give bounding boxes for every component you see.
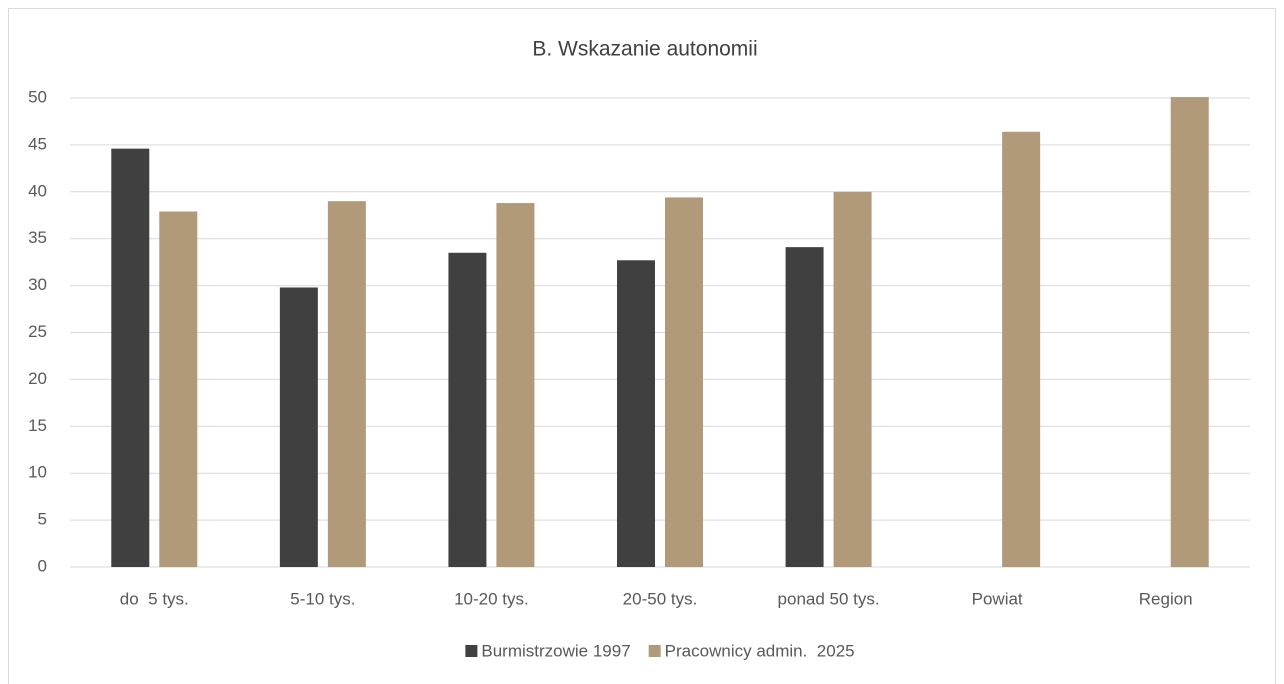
y-tick-label: 15: [28, 416, 47, 435]
bar: [665, 197, 703, 568]
y-tick-label: 20: [28, 369, 47, 388]
legend-label: Pracownicy admin. 2025: [665, 641, 855, 660]
bar: [785, 247, 824, 567]
bar: [448, 252, 487, 567]
y-tick-label: 35: [28, 228, 47, 247]
legend-swatch: [648, 645, 661, 657]
bar: [159, 211, 198, 568]
y-tick-label: 10: [28, 463, 47, 482]
x-tick-label: 10-20 tys.: [454, 589, 529, 608]
chart-title: B. Wskazanie autonomii: [532, 38, 757, 61]
bar: [833, 191, 872, 568]
bar: [1002, 131, 1041, 567]
y-tick-label: 25: [28, 322, 47, 341]
x-tick-label: Region: [1139, 589, 1193, 608]
x-tick-label: 5-10 tys.: [290, 589, 355, 608]
legend: Burmistrzowie 1997 Pracownicy admin. 2025: [465, 641, 855, 660]
y-tick-label: 0: [38, 556, 47, 575]
legend-swatch: [465, 645, 478, 657]
y-tick-label: 30: [28, 275, 47, 294]
bar: [111, 148, 150, 568]
x-tick-label: 20-50 tys.: [623, 589, 698, 608]
chart-frame: [8, 8, 1276, 684]
bar: [279, 287, 318, 567]
bar: [1170, 97, 1209, 567]
y-tick-label: 5: [38, 510, 47, 529]
y-tick-label: 50: [28, 87, 47, 106]
bar: [617, 260, 655, 567]
x-tick-label: Powiat: [972, 589, 1023, 608]
legend-label: Burmistrzowie 1997: [481, 641, 630, 660]
y-tick-label: 40: [28, 181, 47, 200]
x-tick-label: do 5 tys.: [120, 589, 189, 608]
x-tick-label: ponad 50 tys.: [778, 589, 880, 608]
y-tick-label: 45: [28, 134, 47, 153]
bar: [496, 203, 535, 567]
bar: [327, 201, 366, 567]
